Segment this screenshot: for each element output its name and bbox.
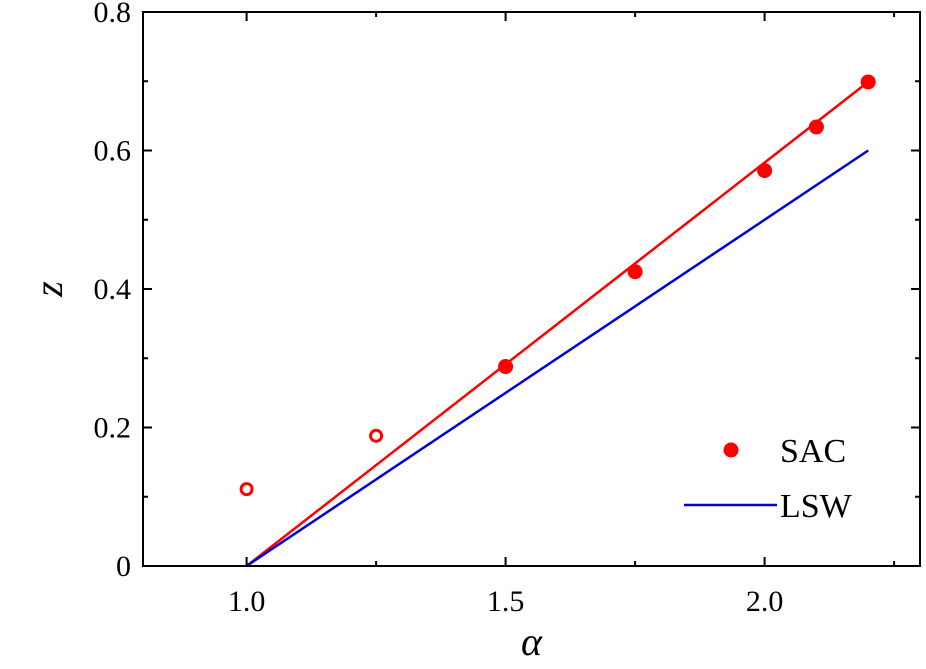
- points-layer: [239, 74, 876, 497]
- x-axis-label: α: [521, 619, 543, 664]
- y-axis-label: z: [26, 281, 71, 298]
- y-tick-label: 0: [116, 550, 131, 583]
- fit-line: [245, 80, 869, 567]
- x-tick-label: 1.5: [487, 585, 525, 618]
- hollow-data-point: [369, 428, 384, 443]
- x-tick-label: 1.0: [228, 585, 266, 618]
- tick-labels-layer: 1.0 1.5 2.0 0 0.2 0.4 0.6 0.8: [94, 0, 784, 618]
- hollow-data-point: [239, 482, 254, 497]
- legend-sac-marker: [723, 442, 739, 458]
- plot-frame: [142, 11, 921, 567]
- lsw-line: [245, 149, 869, 568]
- lines-layer: [245, 80, 869, 568]
- sac-data-point: [757, 163, 773, 179]
- sac-data-point: [627, 264, 643, 280]
- y-tick-label: 0.6: [94, 135, 132, 168]
- y-tick-label: 0.8: [94, 0, 132, 29]
- legend: SAC LSW: [684, 433, 853, 525]
- sac-data-point: [808, 119, 824, 135]
- y-tick-label: 0.4: [94, 273, 132, 306]
- y-tick-label: 0.2: [94, 412, 132, 445]
- sac-data-point: [498, 359, 514, 375]
- legend-sac-label: SAC: [780, 433, 846, 470]
- legend-lsw-label: LSW: [780, 488, 853, 525]
- sac-data-point: [860, 74, 876, 90]
- ticks-layer: [143, 11, 920, 567]
- x-tick-label: 2.0: [746, 585, 784, 618]
